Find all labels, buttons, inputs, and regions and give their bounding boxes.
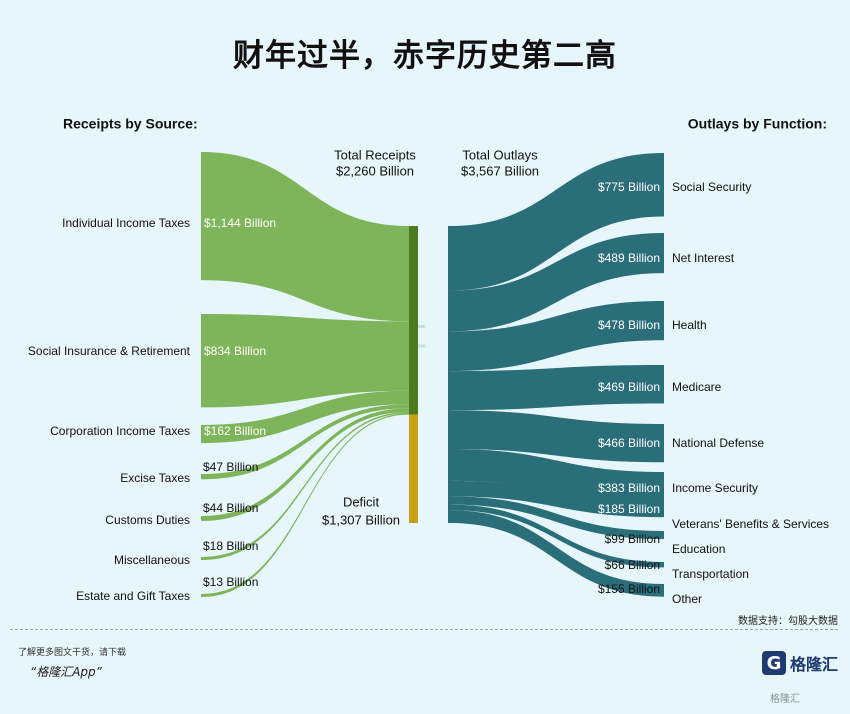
receipt-band-customs-duties — [201, 408, 409, 521]
deficit-bar — [409, 414, 418, 523]
outlay-label-income-security: Income Security — [672, 481, 758, 495]
receipt-band-estate-and-gift-taxes — [201, 413, 409, 597]
receipt-label-social-insurance-retirement: Social Insurance & Retirement — [28, 344, 191, 358]
outlay-value-social-security: $775 Billion — [598, 180, 660, 194]
brand-logo-text: 格隆汇 — [790, 655, 839, 674]
outlay-band-social-security — [449, 153, 664, 291]
outlay-value-veterans-benefits-services: $185 Billion — [598, 502, 660, 516]
outlay-value-health: $478 Billion — [598, 318, 660, 332]
receipt-value-corporation-income-taxes: $162 Billion — [204, 424, 266, 438]
receipt-label-miscellaneous: Miscellaneous — [114, 553, 190, 567]
outlay-value-income-security: $383 Billion — [598, 481, 660, 495]
outlay-label-other: Other — [672, 592, 702, 606]
receipt-value-estate-and-gift-taxes: $13 Billion — [203, 575, 258, 589]
outlay-value-education: $99 Billion — [605, 532, 660, 546]
outlay-band-veterans-benefits-services — [449, 480, 664, 518]
receipt-value-customs-duties: $44 Billion — [203, 501, 258, 515]
deficit-label: Deficit — [343, 494, 380, 509]
receipt-value-miscellaneous: $18 Billion — [203, 539, 258, 553]
total-receipts-label: Total Receipts — [334, 147, 416, 162]
receipts-total-bar — [409, 226, 418, 415]
receipt-label-estate-and-gift-taxes: Estate and Gift Taxes — [76, 589, 190, 603]
outlay-label-health: Health — [672, 318, 707, 332]
brand-logo-icon: G — [762, 651, 786, 675]
total-outlays-value: $3,567 Billion — [461, 163, 539, 178]
outlay-value-medicare: $469 Billion — [598, 380, 660, 394]
receipt-band-excise-taxes — [201, 404, 409, 480]
receipt-label-corporation-income-taxes: Corporation Income Taxes — [50, 424, 190, 438]
outlay-label-medicare: Medicare — [672, 380, 722, 394]
receipt-band-individual-income-taxes — [201, 152, 409, 322]
receipts-heading: Receipts by Source: — [63, 116, 198, 132]
outlay-label-transportation: Transportation — [672, 567, 749, 581]
outlay-value-national-defense: $466 Billion — [598, 436, 660, 450]
footer-divider — [10, 629, 838, 630]
receipt-value-individual-income-taxes: $1,144 Billion — [204, 216, 276, 230]
outlay-band-net-interest — [449, 233, 664, 332]
receipt-band-miscellaneous — [201, 411, 409, 560]
outlay-band-transportation — [449, 504, 664, 568]
outlay-band-income-security — [449, 449, 664, 504]
outlay-band-education — [449, 496, 664, 540]
outlay-label-social-security: Social Security — [672, 180, 751, 194]
deficit-value: $1,307 Billion — [322, 512, 400, 527]
receipt-band-corporation-income-taxes — [201, 390, 409, 444]
outlay-band-other — [449, 510, 664, 597]
receipt-label-individual-income-taxes: Individual Income Taxes — [62, 216, 190, 230]
data-source: 数据支持：勾股大数据 — [738, 616, 838, 627]
receipt-band-social-insurance-retirement — [201, 314, 409, 408]
footer-promo: 了解更多图文干货，请下载 — [18, 648, 127, 658]
outlay-label-veterans-benefits-services: Veterans' Benefits & Services — [672, 517, 829, 531]
chart-title: 财年过半，赤字历史第二高 — [233, 38, 617, 74]
brand-logo: G 格隆汇 — [762, 646, 838, 680]
outlay-value-transportation: $66 Billion — [605, 558, 660, 572]
outlay-label-national-defense: National Defense — [672, 436, 764, 450]
total-outlays-label: Total Outlays — [462, 147, 538, 162]
outlay-label-education: Education — [672, 542, 725, 556]
outlay-band-health — [449, 301, 664, 372]
outlay-value-other: $155 Billion — [598, 582, 660, 596]
total-receipts-value: $2,260 Billion — [336, 163, 414, 178]
outlay-band-medicare — [449, 365, 664, 411]
receipt-label-customs-duties: Customs Duties — [105, 513, 190, 527]
footer-app-name: “格隆汇App” — [30, 665, 102, 679]
outlay-value-net-interest: $489 Billion — [598, 251, 660, 265]
outlays-heading: Outlays by Function: — [688, 116, 827, 132]
receipt-value-excise-taxes: $47 Billion — [203, 460, 258, 474]
corner-watermark: 格隆汇 — [770, 694, 800, 705]
receipt-label-excise-taxes: Excise Taxes — [120, 471, 190, 485]
receipt-value-social-insurance-retirement: $834 Billion — [204, 344, 266, 358]
outlay-label-net-interest: Net Interest — [672, 251, 735, 265]
outlay-band-national-defense — [449, 410, 664, 463]
